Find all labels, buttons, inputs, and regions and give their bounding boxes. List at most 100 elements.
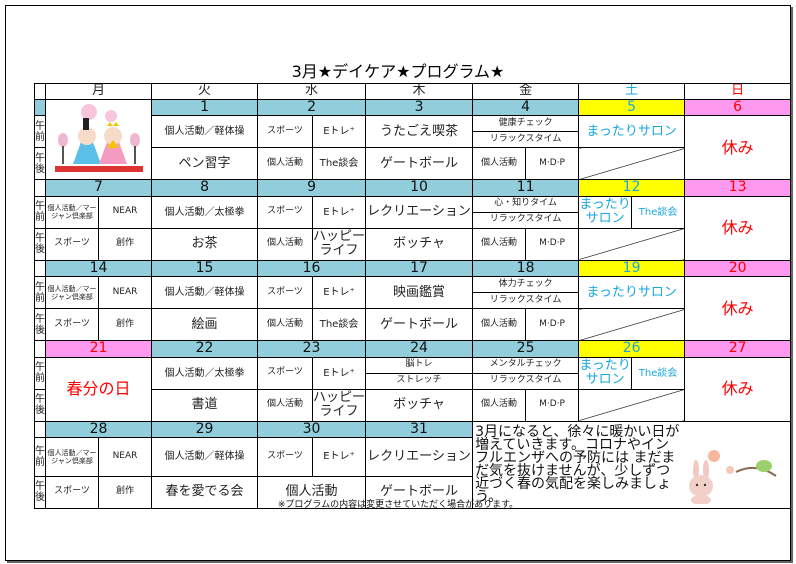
pm-label: 午後 <box>34 147 46 181</box>
activity: 創作 <box>97 227 153 261</box>
activity: ゲートボール <box>365 308 474 342</box>
day-header-thu: 木 <box>365 83 474 100</box>
activity: まったりサロン <box>578 115 686 149</box>
activity: まったりサロン <box>578 276 686 310</box>
activity: まったりサロン <box>578 356 633 390</box>
date-24: 24 <box>365 340 474 358</box>
day-header-mon: 月 <box>44 83 153 100</box>
activity: スポーツ <box>257 436 314 477</box>
activity: ゲートボール <box>365 147 474 181</box>
date-1: 1 <box>151 98 259 117</box>
closed-day: 休み <box>684 115 792 181</box>
activity: ゲートボール <box>365 475 474 509</box>
date-16: 16 <box>257 259 367 278</box>
activity: スポーツ <box>257 115 314 149</box>
date-14: 14 <box>44 259 153 278</box>
hina-doll-illustration <box>44 98 153 181</box>
activity: M·D·P <box>525 227 580 261</box>
date-27: 27 <box>684 340 792 358</box>
date-7: 7 <box>44 179 153 197</box>
activity: レクリエーション <box>365 195 474 229</box>
message-box: 3月になると、徐々に暖かい日が増えていきます。コロナやインフルエンザへの予防には… <box>472 420 792 509</box>
activity: 個人活動 <box>472 147 527 181</box>
message-text: 3月になると、徐々に暖かい日が増えていきます。コロナやインフルエンザへの予防には… <box>475 423 680 505</box>
date-20: 20 <box>684 259 792 278</box>
activity: メンタルチェック <box>472 356 580 374</box>
activity: ボッチャ <box>365 227 474 261</box>
date-30: 30 <box>257 420 367 438</box>
am-label: 午前 <box>34 436 46 477</box>
pm-label: 午後 <box>34 388 46 422</box>
date-26: 26 <box>578 340 686 358</box>
activity: ペン習字 <box>151 147 259 181</box>
day-header-tue: 火 <box>151 83 259 100</box>
bunny-bird-icon <box>689 449 777 504</box>
am-label: 午前 <box>34 195 46 229</box>
activity: 絵画 <box>151 308 259 342</box>
activity: NEAR <box>97 276 153 310</box>
date-29: 29 <box>151 420 259 438</box>
activity: 個人活動 <box>257 388 314 422</box>
day-header-fri: 金 <box>472 83 580 100</box>
date-25: 25 <box>472 340 580 358</box>
activity: The談会 <box>312 147 367 181</box>
closed-day: 休み <box>684 276 792 342</box>
activity: 個人活動 <box>472 388 527 422</box>
date-17: 17 <box>365 259 474 278</box>
activity: Eトレ⁺ <box>312 436 367 477</box>
activity: 創作 <box>97 475 153 509</box>
date-5: 5 <box>578 98 686 117</box>
activity: M·D·P <box>525 388 580 422</box>
date-12: 12 <box>578 179 686 197</box>
activity: The談会 <box>312 308 367 342</box>
date-2: 2 <box>257 98 367 117</box>
activity: 個人活動 <box>257 475 367 509</box>
holiday: 春分の日 <box>44 356 153 422</box>
activity: NEAR <box>97 436 153 477</box>
day-header-sat: 土 <box>578 83 686 100</box>
date-8: 8 <box>151 179 259 197</box>
activity: Eトレ⁺ <box>312 115 367 149</box>
activity: 個人活動 <box>472 308 527 342</box>
activity: 個人活動／太極拳 <box>151 195 259 229</box>
activity: 春を愛でる会 <box>151 475 259 509</box>
activity: 個人活動／マージャン倶楽部 <box>45 436 99 477</box>
activity: スポーツ <box>257 356 314 390</box>
date-28: 28 <box>44 420 153 438</box>
label-blank <box>34 259 46 278</box>
date-10: 10 <box>365 179 474 197</box>
activity: The談会 <box>631 356 686 390</box>
activity: リラックスタイム <box>472 372 580 390</box>
date-18: 18 <box>472 259 580 278</box>
closed-day: 休み <box>684 195 792 261</box>
activity: 書道 <box>151 388 259 422</box>
activity: M·D·P <box>525 308 580 342</box>
activity: レクリエーション <box>365 436 474 477</box>
activity: 個人活動／軽体操 <box>151 436 259 477</box>
date-4: 4 <box>472 98 580 117</box>
activity: ボッチャ <box>365 388 474 422</box>
activity: 個人活動／太極拳 <box>151 356 259 390</box>
pm-label: 午後 <box>34 475 46 509</box>
label-blank <box>34 420 46 438</box>
program-calendar: 月 火 水 木 金 土 日 1 2 3 4 5 6 午前 個人活動／軽体操 スポ… <box>34 83 792 509</box>
activity: The談会 <box>631 195 686 229</box>
activity: スポーツ <box>45 227 99 261</box>
activity: 個人活動／マージャン倶楽部 <box>45 276 99 310</box>
activity: NEAR <box>97 195 153 229</box>
activity: 個人活動 <box>257 308 314 342</box>
date-15: 15 <box>151 259 259 278</box>
activity: 創作 <box>97 308 153 342</box>
activity: ストレッチ <box>365 372 474 390</box>
label-blank <box>34 340 46 358</box>
date-11: 11 <box>472 179 580 197</box>
activity: 体力チェック <box>472 276 580 294</box>
am-label: 午前 <box>34 356 46 390</box>
date-3: 3 <box>365 98 474 117</box>
activity: 映画鑑賞 <box>365 276 474 310</box>
label-blank <box>34 179 46 197</box>
activity: Eトレ⁺ <box>312 276 367 310</box>
page-title: 3月★デイケア★プログラム★ <box>291 62 505 81</box>
activity: 個人活動 <box>472 227 527 261</box>
activity: M·D·P <box>525 147 580 181</box>
